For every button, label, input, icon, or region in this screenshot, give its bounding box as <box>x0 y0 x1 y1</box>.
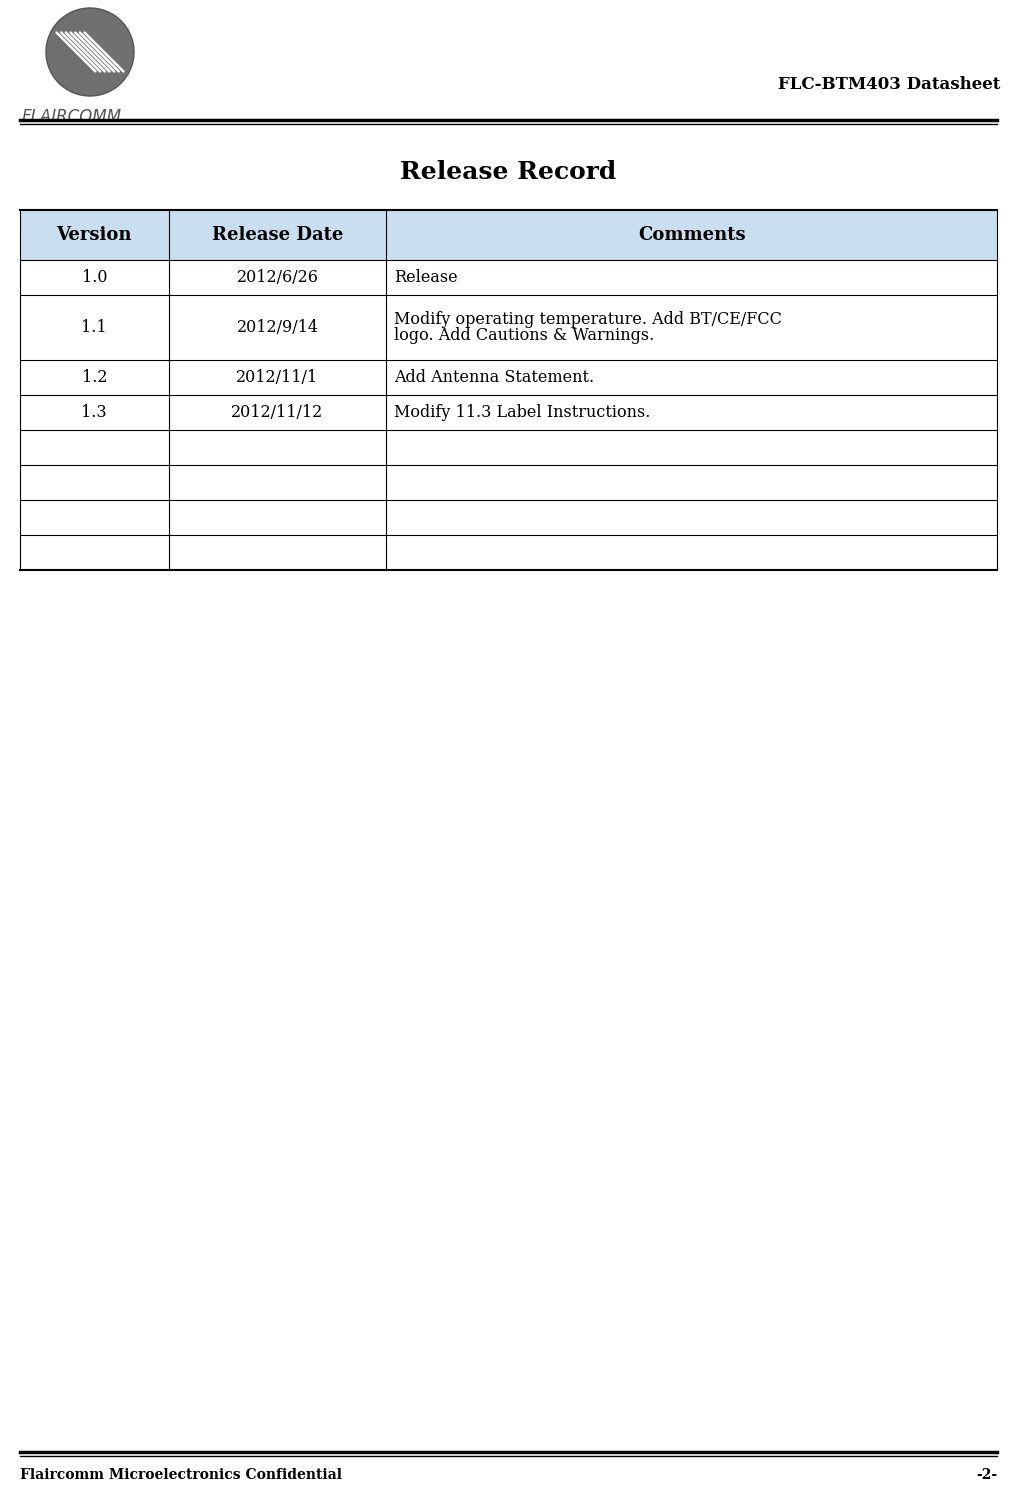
Text: FLC-BTM403 Datasheet: FLC-BTM403 Datasheet <box>778 77 1000 93</box>
Text: Add Antenna Statement.: Add Antenna Statement. <box>395 369 595 386</box>
Text: Comments: Comments <box>638 225 745 243</box>
Text: Modify 11.3 Label Instructions.: Modify 11.3 Label Instructions. <box>395 404 651 421</box>
Text: 1.0: 1.0 <box>81 269 107 285</box>
Text: logo. Add Cautions & Warnings.: logo. Add Cautions & Warnings. <box>395 326 655 344</box>
Text: 2012/9/14: 2012/9/14 <box>236 318 318 336</box>
Text: Release Date: Release Date <box>212 225 343 243</box>
Text: 2012/11/12: 2012/11/12 <box>231 404 323 421</box>
Text: 1.2: 1.2 <box>81 369 107 386</box>
Text: Release: Release <box>395 269 458 285</box>
Bar <box>20 210 997 260</box>
Text: Flaircomm Microelectronics Confidential: Flaircomm Microelectronics Confidential <box>20 1467 342 1482</box>
Ellipse shape <box>46 8 134 96</box>
Text: Version: Version <box>57 225 132 243</box>
Text: 1.3: 1.3 <box>81 404 107 421</box>
Text: Modify operating temperature. Add BT/CE/FCC: Modify operating temperature. Add BT/CE/… <box>395 311 782 329</box>
Text: 2012/11/1: 2012/11/1 <box>236 369 318 386</box>
Text: 1.1: 1.1 <box>81 318 107 336</box>
Text: Release Record: Release Record <box>401 161 616 185</box>
Text: 2012/6/26: 2012/6/26 <box>236 269 318 285</box>
Text: FLAIRCOMM: FLAIRCOMM <box>22 108 122 126</box>
Text: -2-: -2- <box>976 1467 997 1482</box>
